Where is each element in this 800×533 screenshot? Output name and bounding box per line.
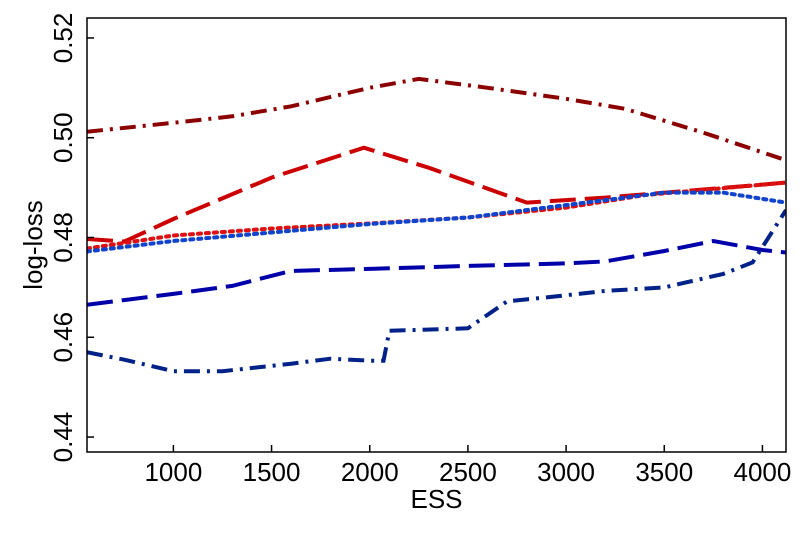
- x-axis-label: ESS: [410, 484, 462, 514]
- plot-frame: [86, 17, 787, 453]
- y-tick-label: 0.46: [48, 312, 78, 363]
- series-line-1: [87, 76, 786, 163]
- series-line-4: [87, 190, 786, 254]
- y-axis-label: log-loss: [18, 200, 48, 290]
- x-tick-label: 4000: [734, 457, 792, 487]
- ticks: 1000 1500 2000 2500 3000 3500 4000 0.44 0.46 0.48…: [48, 13, 791, 487]
- x-tick-label: 2500: [439, 457, 497, 487]
- x-tick-label: 1000: [144, 457, 202, 487]
- y-tick-label: 0.48: [48, 212, 78, 263]
- series-group: [87, 76, 786, 374]
- series-line-5: [87, 238, 786, 307]
- x-tick-label: 2000: [341, 457, 399, 487]
- y-tick-label: 0.50: [48, 112, 78, 163]
- x-tick-label: 3000: [537, 457, 595, 487]
- y-tick-label: 0.44: [48, 412, 78, 463]
- series-line-6: [87, 209, 786, 374]
- x-tick-label: 1500: [243, 457, 301, 487]
- y-tick-label: 0.52: [48, 13, 78, 64]
- x-tick-label: 3500: [635, 457, 693, 487]
- series-line-2: [87, 145, 786, 244]
